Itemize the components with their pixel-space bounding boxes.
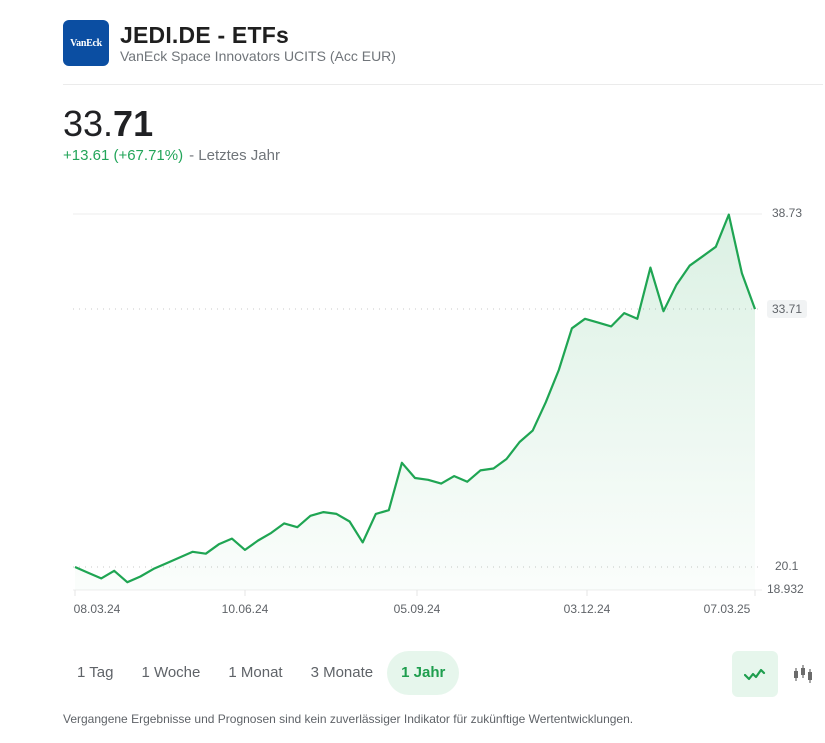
page-title: JEDI.DE - ETFs: [120, 21, 289, 48]
header: VanEck JEDI.DE - ETFs VanEck Space Innov…: [63, 20, 396, 66]
area-fill: [75, 214, 755, 590]
fund-name: VanEck Space Innovators UCITS (Acc EUR): [120, 47, 396, 64]
price-line: [74, 213, 757, 584]
range-1-week[interactable]: 1 Woche: [141, 664, 201, 681]
candlestick-icon: [794, 665, 812, 683]
header-divider: [63, 84, 823, 85]
x-label: 07.03.25: [703, 602, 751, 616]
y-label-max: 38.73: [772, 206, 803, 220]
change-row: +13.61 (+67.71%) - Letztes Jahr: [63, 146, 280, 166]
range-selector: 1 Tag 1 Woche 1 Monat 3 Monate 1 Jahr: [63, 651, 460, 695]
y-label-min: 18.932: [767, 582, 804, 596]
range-1-month[interactable]: 1 Monat: [228, 664, 283, 681]
candlestick-chart-button[interactable]: [780, 651, 825, 697]
y-label-last: 33.71: [767, 300, 808, 318]
x-label: 10.06.24: [221, 602, 269, 616]
disclaimer: Vergangene Ergebnisse und Prognosen sind…: [63, 712, 634, 726]
current-price: 33.71: [63, 103, 153, 145]
x-label: 03.12.24: [563, 602, 611, 616]
range-3-months[interactable]: 3 Monate: [310, 664, 374, 681]
chart-svg: [73, 213, 762, 596]
line-chart-icon: [744, 668, 766, 681]
x-ticks: [74, 590, 756, 596]
range-1-day[interactable]: 1 Tag: [77, 664, 114, 681]
vaneck-logo: VanEck: [63, 20, 109, 66]
price-decimal: 71: [113, 103, 154, 144]
period-label: - Letztes Jahr: [189, 147, 280, 164]
y-label-reference: 20.1: [775, 559, 799, 573]
price-change: +13.61 (+67.71%): [63, 147, 184, 164]
x-label: 05.09.24: [393, 602, 441, 616]
range-1-year[interactable]: 1 Jahr: [387, 651, 460, 695]
title-block: JEDI.DE - ETFs VanEck Space Innovators U…: [120, 22, 396, 65]
line-chart-button[interactable]: [732, 651, 778, 697]
price-chart: 38.73 33.71 20.1 18.932 08.03.24 10.06.2…: [73, 206, 808, 616]
price-integer: 33.: [63, 103, 114, 144]
x-label: 08.03.24: [73, 602, 121, 616]
